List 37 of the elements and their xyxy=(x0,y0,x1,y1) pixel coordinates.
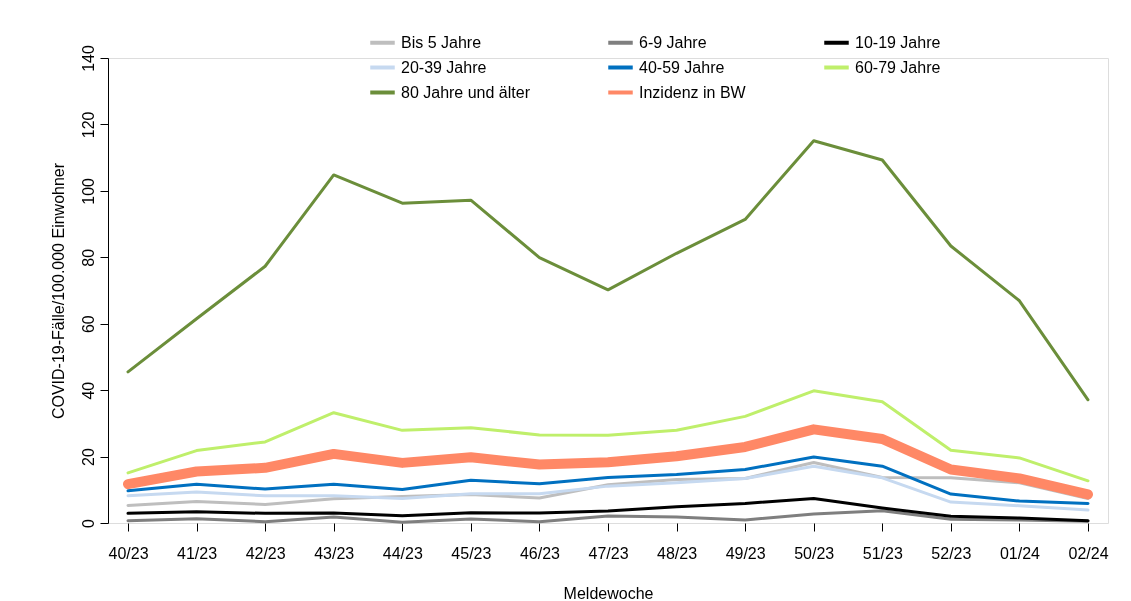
legend-label: 80 Jahre und älter xyxy=(401,83,531,101)
x-tick-label: 45/23 xyxy=(451,544,492,562)
line-series xyxy=(126,509,1090,524)
x-axis-title: Meldewoche xyxy=(563,584,654,601)
x-tick-label: 47/23 xyxy=(588,544,629,562)
y-tick-label: 0 xyxy=(79,518,97,528)
y-tick-label: 100 xyxy=(79,177,97,205)
x-tick-label: 42/23 xyxy=(245,544,286,562)
line-series xyxy=(126,455,1090,505)
y-tick-label: 120 xyxy=(79,111,97,139)
x-tick-label: 50/23 xyxy=(794,544,835,562)
x-tick-label: 40/23 xyxy=(108,544,149,562)
x-tick-label: 52/23 xyxy=(931,544,972,562)
x-tick-label: 43/23 xyxy=(314,544,355,562)
x-tick-label: 41/23 xyxy=(177,544,218,562)
y-tick-label: 80 xyxy=(79,248,97,267)
x-tick-label: 48/23 xyxy=(657,544,698,562)
x-tick-label: 46/23 xyxy=(519,544,561,562)
x-tick-label: 02/24 xyxy=(1068,544,1109,562)
legend-label: Bis 5 Jahre xyxy=(401,33,482,51)
x-tick-label: 49/23 xyxy=(725,544,766,562)
y-tick-label: 60 xyxy=(79,315,97,334)
x-tick-label: 01/24 xyxy=(999,544,1041,562)
y-tick-label: 140 xyxy=(79,45,97,72)
y-axis-title: COVID-19-Fälle/100.000 Einwohner xyxy=(49,162,67,420)
legend-label: 20-39 Jahre xyxy=(401,58,487,76)
y-tick-label: 40 xyxy=(79,381,97,400)
x-tick-label: 44/23 xyxy=(382,544,423,562)
line-series xyxy=(126,139,1090,402)
x-tick-label: 51/23 xyxy=(862,544,903,562)
legend-label: 10-19 Jahre xyxy=(855,33,941,51)
line-series xyxy=(126,389,1090,483)
legend-label: Inzidenz in BW xyxy=(639,83,747,101)
legend-label: 6-9 Jahre xyxy=(639,33,707,51)
y-tick-label: 20 xyxy=(79,448,97,466)
legend-label: 40-59 Jahre xyxy=(639,58,725,76)
legend-label: 60-79 Jahre xyxy=(855,58,941,76)
